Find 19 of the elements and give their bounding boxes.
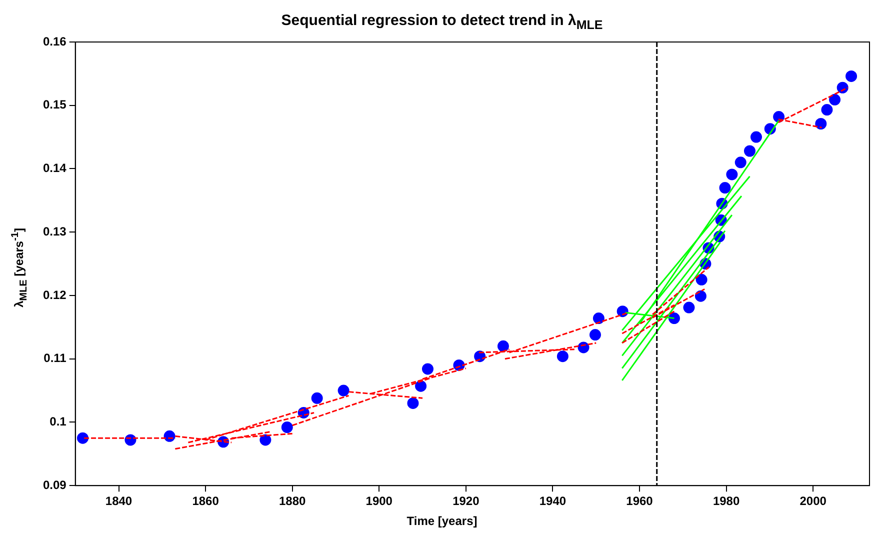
- x-tick-label: 1920: [452, 494, 480, 508]
- x-tick-label: 2000: [800, 494, 827, 508]
- y-tick-label: 0.16: [42, 34, 67, 48]
- x-tick-label: 1840: [105, 494, 132, 508]
- y-tick-label: 0.09: [42, 478, 67, 492]
- x-tick-label: 1960: [626, 494, 654, 508]
- x-tick-label: 1980: [712, 494, 740, 508]
- x-tick-label: 1900: [366, 494, 393, 508]
- x-tick-label: 1860: [192, 494, 220, 508]
- y-tick-label: 0.15: [42, 98, 67, 112]
- y-tick-label: 0.13: [42, 224, 67, 238]
- y-tick-label: 0.1: [50, 414, 67, 429]
- x-axis-title: Time [years]: [406, 514, 478, 528]
- x-tick-label: 1940: [539, 494, 566, 508]
- y-tick-label: 0.11: [44, 351, 67, 366]
- y-tick-label: 0.12: [42, 288, 67, 302]
- y-tick-label: 0.14: [42, 161, 67, 176]
- chart-title: Sequential regression to detect trend in λ$_{MLE}$: [280, 12, 604, 32]
- x-tick-label: 1880: [278, 494, 306, 508]
